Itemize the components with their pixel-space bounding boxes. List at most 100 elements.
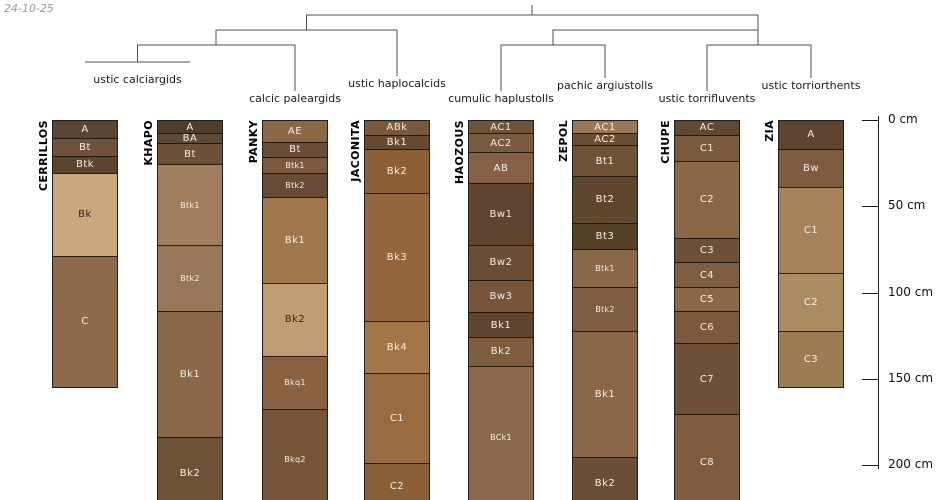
- horizon-panky-btk2: Btk2: [263, 172, 327, 197]
- horizon-haozous-bw1: Bw1: [469, 183, 533, 246]
- horizon-label: Bk4: [386, 341, 408, 353]
- horizon-chupe-c4: C4: [675, 262, 739, 287]
- horizon-zia-a: A: [779, 121, 843, 149]
- horizon-khapo-btk1: Btk1: [158, 164, 222, 246]
- horizon-haozous-ac1: AC1: [469, 121, 533, 134]
- horizon-cerrillos-bt: Bt: [53, 138, 117, 156]
- horizon-haozous-ac2: AC2: [469, 133, 533, 153]
- horizon-label: Btk: [75, 159, 95, 171]
- taxon-label-calcic-paleargids: calcic paleargids: [249, 92, 341, 105]
- horizon-chupe-c8: C8: [675, 414, 739, 500]
- horizon-label: Bt1: [595, 155, 615, 167]
- horizon-jaconita-abk: ABk: [365, 121, 429, 135]
- horizon-label: Bw3: [489, 291, 513, 303]
- horizon-zia-c3: C3: [779, 331, 843, 387]
- horizon-label: Bw1: [489, 209, 513, 221]
- profile-column-haozous: AC1 AC2 AB Bw1 Bw2 Bw3 Bk1 Bk2 BCk1: [468, 120, 534, 500]
- horizon-label: AC1: [490, 121, 512, 133]
- depth-tick-label-200: 200 cm: [888, 457, 934, 471]
- horizon-zepol-bt1: Bt1: [573, 145, 637, 177]
- horizon-panky-bk2: Bk2: [263, 283, 327, 356]
- horizon-haozous-bk1: Bk1: [469, 312, 533, 337]
- horizon-panky-ae: AE: [263, 121, 327, 142]
- horizon-label: C8: [699, 456, 715, 468]
- horizon-label: Bt: [289, 144, 301, 156]
- horizon-label: C1: [699, 142, 715, 154]
- horizon-zepol-ac2: AC2: [573, 133, 637, 146]
- horizon-label: Bk2: [490, 346, 512, 358]
- horizon-label: Btk2: [595, 304, 615, 314]
- horizon-khapo-a: A: [158, 121, 222, 134]
- horizon-label: C2: [389, 480, 405, 492]
- depth-tick-label-50: 50 cm: [888, 198, 926, 213]
- horizon-chupe-c6: C6: [675, 310, 739, 344]
- horizon-label: AE: [287, 125, 303, 137]
- horizon-khapo-ba: BA: [158, 133, 222, 144]
- horizon-label: Btk1: [180, 200, 200, 210]
- taxon-label-ustic-torrifluvents: ustic torrifluvents: [658, 92, 756, 105]
- horizon-label: Bk: [78, 209, 92, 221]
- horizon-zepol-btk1: Btk1: [573, 248, 637, 287]
- horizon-label: Bk2: [594, 478, 616, 490]
- horizon-panky-btk1: Btk1: [263, 157, 327, 173]
- horizon-panky-bt: Bt: [263, 141, 327, 158]
- horizon-zia-bw: Bw: [779, 148, 843, 187]
- horizon-label: Bk2: [284, 314, 306, 326]
- horizon-label: Btk2: [180, 273, 200, 283]
- horizon-label: AC2: [594, 134, 616, 146]
- horizon-chupe-c2: C2: [675, 160, 739, 239]
- horizon-label: C6: [699, 322, 715, 334]
- dendrogram-lines: [85, 5, 812, 91]
- horizon-cerrillos-a: A: [53, 121, 117, 139]
- profile-column-zia: A Bw C1 C2 C3: [778, 120, 844, 388]
- profile-name-haozous: HAOZOUS: [453, 120, 466, 185]
- horizon-label: Bt3: [595, 230, 615, 242]
- horizon-jaconita-c1: C1: [365, 372, 429, 463]
- horizon-jaconita-bk1: Bk1: [365, 134, 429, 149]
- horizon-chupe-ac: AC: [675, 121, 739, 135]
- horizon-jaconita-bk4: Bk4: [365, 321, 429, 373]
- horizon-zia-c1: C1: [779, 186, 843, 273]
- horizon-label: C5: [699, 293, 715, 305]
- horizon-label: AB: [493, 162, 509, 174]
- depth-tick-150: [862, 378, 878, 380]
- taxon-label-ustic-calciargids: ustic calciargids: [93, 73, 182, 86]
- horizon-label: Bk1: [490, 319, 512, 331]
- horizon-label: ABk: [386, 122, 408, 134]
- depth-tick-label-0: 0 cm: [888, 112, 918, 126]
- horizon-label: AC1: [594, 121, 616, 133]
- horizon-panky-bk1: Bk1: [263, 196, 327, 284]
- horizon-haozous-ab: AB: [469, 152, 533, 184]
- horizon-label: C1: [803, 224, 819, 236]
- depth-tick-0: [862, 120, 878, 121]
- taxon-label-pachic-argiustolls: pachic argiustolls: [556, 79, 654, 92]
- horizon-cerrillos-btk: Btk: [53, 155, 117, 173]
- horizon-label: Bt: [79, 141, 91, 153]
- horizon-cerrillos-c: C: [53, 255, 117, 387]
- horizon-cerrillos-bk: Bk: [53, 172, 117, 256]
- horizon-label: A: [186, 121, 194, 133]
- profile-name-zepol: ZEPOL: [557, 120, 570, 162]
- horizon-chupe-c3: C3: [675, 238, 739, 263]
- depth-tick-label-150: 150 cm: [888, 370, 934, 385]
- horizon-label: Btk2: [285, 180, 305, 190]
- profile-name-cerrillos: CERRILLOS: [37, 120, 50, 192]
- horizon-zia-c2: C2: [779, 272, 843, 332]
- depth-tick-100: [862, 292, 878, 294]
- horizon-label: Bk1: [594, 389, 616, 401]
- profile-name-chupe: CHUPE: [659, 120, 672, 164]
- dendrogram-path: [85, 5, 812, 91]
- taxon-label-ustic-haplocalcids: ustic haplocalcids: [348, 77, 446, 90]
- horizon-jaconita-bk2: Bk2: [365, 148, 429, 194]
- horizon-haozous-bw3: Bw3: [469, 279, 533, 313]
- horizon-zepol-btk2: Btk2: [573, 286, 637, 332]
- horizon-label: A: [807, 129, 815, 141]
- horizon-label: Bk1: [284, 234, 306, 246]
- horizon-khapo-bk2: Bk2: [158, 436, 222, 500]
- depth-tick-50: [862, 206, 878, 208]
- date-stamp: 24-10-25: [4, 2, 54, 15]
- horizon-label: Bt2: [595, 194, 615, 206]
- horizon-haozous-bw2: Bw2: [469, 245, 533, 280]
- horizon-zepol-bt2: Bt2: [573, 176, 637, 223]
